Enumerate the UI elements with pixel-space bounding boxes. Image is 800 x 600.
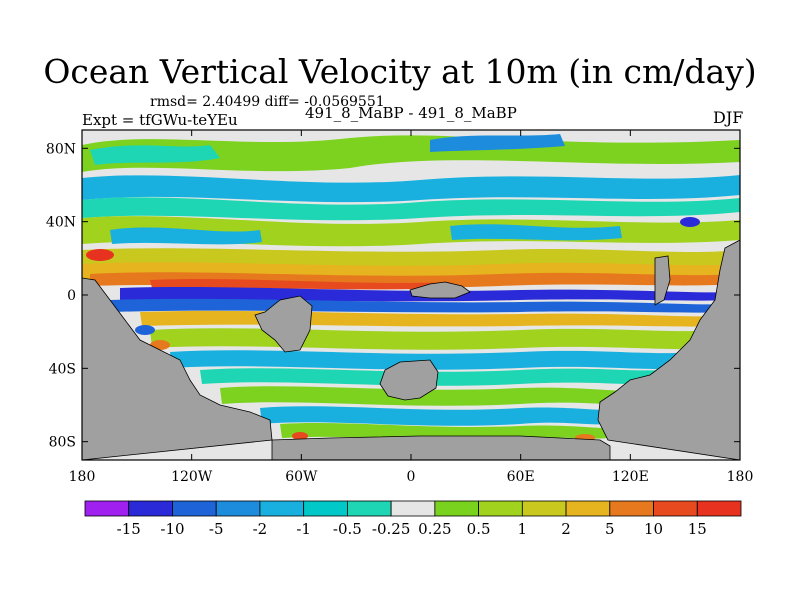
colorbar-swatch bbox=[84, 500, 130, 517]
latitude-axis: 80N 40N 0 40S 80S bbox=[46, 141, 740, 451]
colorbar-label: -5 bbox=[209, 520, 224, 538]
colorbar-swatch bbox=[696, 500, 742, 517]
colorbar-swatch bbox=[346, 500, 392, 517]
field-band bbox=[430, 134, 565, 152]
experiment-label: Expt = tfGWu-teYEu bbox=[82, 111, 238, 129]
field-band bbox=[110, 298, 730, 313]
lon-tick-label: 180 bbox=[727, 469, 754, 485]
field-band bbox=[90, 145, 220, 165]
field-band bbox=[220, 386, 630, 406]
field-band bbox=[150, 279, 452, 290]
colorbar-swatch bbox=[259, 500, 305, 517]
colorbar-swatch bbox=[128, 500, 173, 517]
land-americas-north bbox=[254, 295, 313, 353]
colorbar-label: 2 bbox=[561, 520, 571, 538]
field-band bbox=[82, 175, 740, 203]
land-americas-south bbox=[81, 277, 273, 461]
field-blob bbox=[135, 325, 155, 335]
field-band bbox=[110, 227, 262, 245]
colorbar-swatch bbox=[303, 500, 348, 517]
colorbar-label: 0.5 bbox=[467, 520, 491, 538]
colorbar-label: -1 bbox=[296, 520, 311, 538]
colorbar-label: -15 bbox=[117, 520, 141, 538]
field-band bbox=[82, 135, 740, 172]
colorbar-swatch bbox=[172, 500, 217, 517]
season-label: DJF bbox=[713, 108, 744, 127]
field-band bbox=[450, 224, 622, 241]
land-south-block bbox=[379, 359, 439, 401]
colorbar-swatch bbox=[653, 500, 698, 517]
lon-tick-label: 120E bbox=[612, 469, 649, 485]
colorbar-label: -0.25 bbox=[372, 520, 410, 538]
case-label: 491_8_MaBP - 491_8_MaBP bbox=[305, 104, 517, 122]
lat-tick-label: 40N bbox=[46, 215, 76, 231]
land-africa bbox=[409, 281, 471, 299]
colorbar-swatch bbox=[215, 500, 261, 517]
land-antarctic bbox=[271, 435, 611, 461]
colorbar-label: 0.25 bbox=[418, 520, 451, 538]
colorbar-label: -0.5 bbox=[333, 520, 362, 538]
colorbar-swatch bbox=[390, 500, 436, 517]
colorbar-label: 5 bbox=[605, 520, 615, 538]
lon-tick-label: 180 bbox=[69, 469, 96, 485]
colorbar-label: 10 bbox=[644, 520, 663, 538]
colorbar-label: -2 bbox=[253, 520, 268, 538]
field-blob bbox=[292, 432, 308, 440]
field-blob bbox=[86, 249, 114, 261]
field-band bbox=[260, 406, 610, 426]
lon-tick-label: 0 bbox=[407, 469, 416, 485]
colorbar-swatch bbox=[434, 500, 480, 517]
colorbar-swatch bbox=[609, 500, 654, 517]
field-band bbox=[280, 423, 608, 440]
lat-tick-label: 80N bbox=[46, 141, 76, 157]
map-plot-area bbox=[81, 129, 741, 461]
colorbar-swatch bbox=[478, 500, 523, 517]
lat-tick-label: 80S bbox=[49, 435, 76, 451]
land-east bbox=[597, 239, 741, 461]
stats-label: rmsd= 2.40499 diff= -0.0569551 bbox=[150, 94, 385, 110]
lat-tick-label: 0 bbox=[67, 288, 76, 304]
colorbar-swatch bbox=[565, 500, 611, 517]
lat-tick-label: 40S bbox=[49, 361, 76, 377]
lon-tick-label: 60E bbox=[507, 469, 535, 485]
land-east-peninsula bbox=[654, 255, 671, 306]
colorbar-label: -10 bbox=[160, 520, 184, 538]
colorbar-label: 1 bbox=[518, 520, 528, 538]
field-blob bbox=[680, 217, 700, 227]
field-band bbox=[82, 197, 740, 221]
longitude-axis: 180 120W 60W 0 60E 120E 180 bbox=[69, 130, 754, 485]
colorbar: -15 -10 -5 -2 -1 -0.5 -0.25 0.25 0.5 1 2 5 10 15 bbox=[84, 500, 742, 538]
colorbar-swatch bbox=[521, 500, 567, 517]
colorbar-label: 15 bbox=[688, 520, 707, 538]
lon-tick-label: 60W bbox=[285, 469, 318, 485]
lon-tick-label: 120W bbox=[171, 469, 213, 485]
chart-title: Ocean Vertical Velocity at 10m (in cm/da… bbox=[43, 52, 757, 91]
